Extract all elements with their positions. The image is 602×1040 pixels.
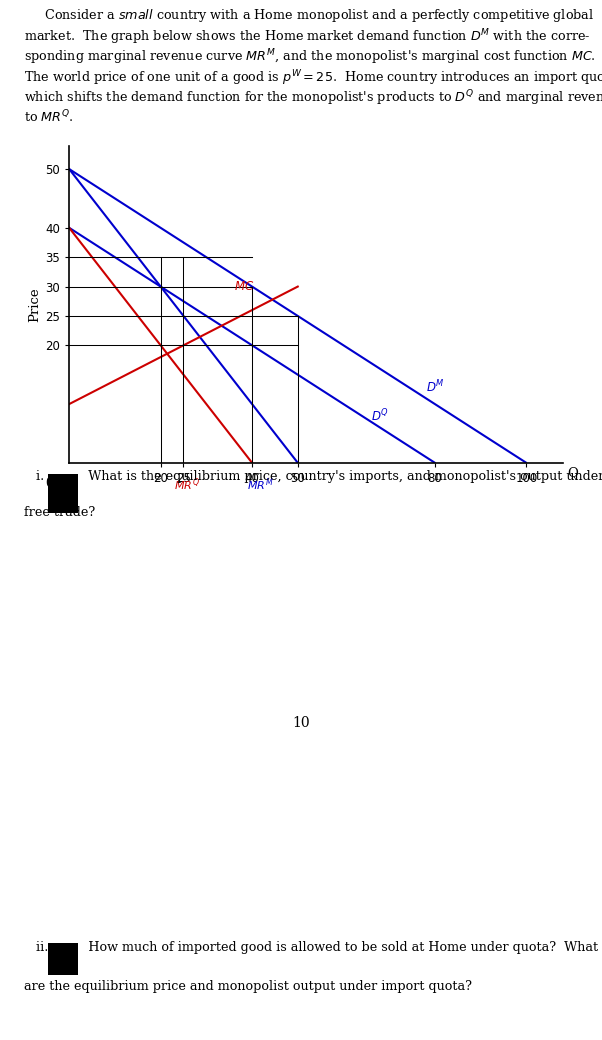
Text: $MC$: $MC$ [234, 280, 254, 292]
Text: market.  The graph below shows the Home market demand function $D^M$ with the co: market. The graph below shows the Home m… [24, 27, 591, 47]
Y-axis label: Price: Price [28, 287, 41, 321]
Text: 0: 0 [45, 477, 52, 491]
Bar [48, 942, 78, 976]
Text: $MR^M$: $MR^M$ [247, 476, 274, 493]
Text: 10: 10 [292, 716, 310, 730]
Text: The world price of one unit of a good is $p^W = 25$.  Home country introduces an: The world price of one unit of a good is… [24, 68, 602, 87]
Text: free trade?: free trade? [24, 505, 95, 519]
Bar [48, 474, 78, 513]
Text: which shifts the demand function for the monopolist's products to $D^Q$ and marg: which shifts the demand function for the… [24, 88, 602, 108]
Text: $MR^Q$: $MR^Q$ [175, 476, 200, 493]
Text: ii.          How much of imported good is allowed to be sold at Home under quota: ii. How much of imported good is allowed… [24, 941, 598, 955]
Text: $D^Q$: $D^Q$ [371, 408, 389, 424]
Text: sponding marginal revenue curve $MR^M$, and the monopolist's marginal cost funct: sponding marginal revenue curve $MR^M$, … [24, 48, 596, 68]
Text: $D^M$: $D^M$ [426, 379, 444, 395]
Text: i.           What is the equilibrium price, country's imports, and monopolist's : i. What is the equilibrium price, countr… [24, 470, 602, 483]
Text: to $MR^Q$.: to $MR^Q$. [24, 108, 74, 125]
Text: Q: Q [568, 466, 579, 478]
Text: Consider a $\it{small}$ country with a Home monopolist and a perfectly competiti: Consider a $\it{small}$ country with a H… [24, 7, 594, 24]
Text: are the equilibrium price and monopolist output under import quota?: are the equilibrium price and monopolist… [24, 981, 472, 993]
